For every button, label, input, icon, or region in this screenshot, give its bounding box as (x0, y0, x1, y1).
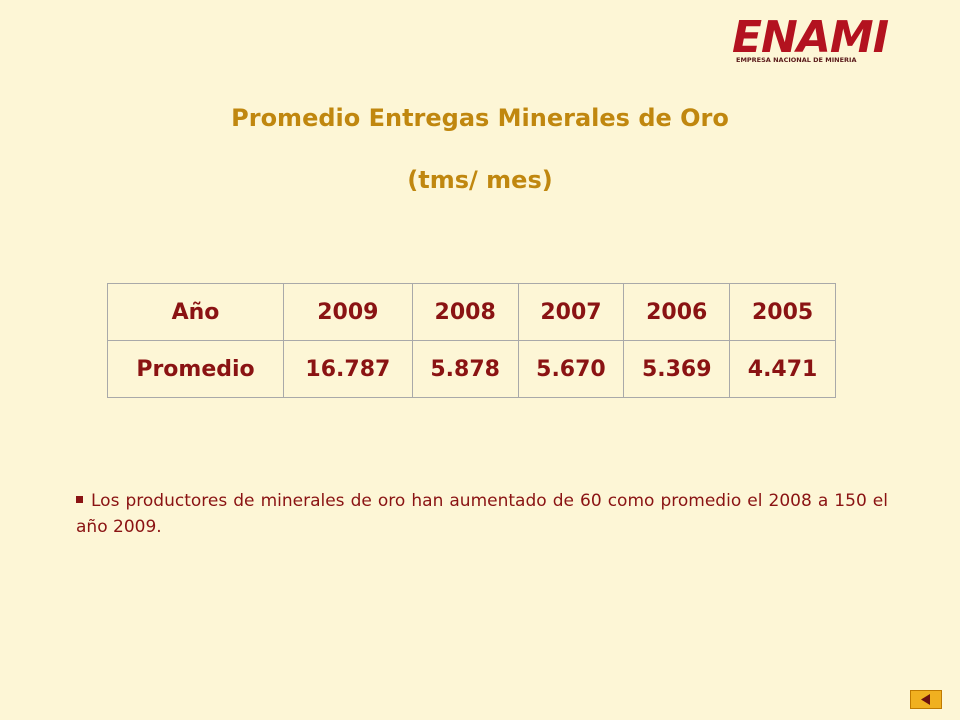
subtitle: (tms/ mes) (407, 166, 553, 194)
data-table: Año 2009 2008 2007 2006 2005 Promedio 16.787 5.8… (107, 283, 836, 398)
logo-name: ENAMI (732, 12, 889, 63)
table-cell: 4.471 (729, 340, 836, 398)
table-cell: 2009 (283, 283, 413, 341)
logo: ENAMI EMPRESA NACIONAL DE MINERIA (732, 16, 944, 68)
title: Promedio Entregas Minerales de Oro (231, 104, 729, 132)
table-row: Promedio 16.787 5.878 5.670 5.369 4.471 (107, 340, 836, 398)
table-cell: 16.787 (283, 340, 413, 398)
row-header: Promedio (107, 340, 284, 398)
table-cell: 2005 (729, 283, 836, 341)
table-cell: 5.878 (411, 340, 519, 398)
back-arrow (921, 694, 930, 705)
back-button[interactable] (910, 690, 942, 709)
logo-subtitle: EMPRESA NACIONAL DE MINERIA (736, 56, 857, 64)
table-cell: 2006 (623, 283, 731, 341)
bullet-text: Los productores de minerales de oro han … (76, 488, 888, 540)
table-cell: 2008 (411, 283, 519, 341)
table-cell: 2007 (517, 283, 625, 341)
table-cell: 5.369 (623, 340, 731, 398)
row-header: Año (107, 283, 284, 341)
table-row: Año 2009 2008 2007 2006 2005 (107, 283, 836, 341)
table-cell: 5.670 (517, 340, 625, 398)
